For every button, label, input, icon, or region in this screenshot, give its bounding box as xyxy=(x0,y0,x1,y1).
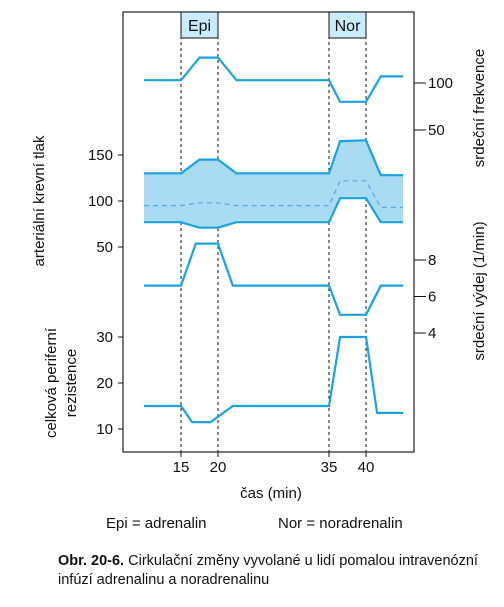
axis-label-0-0: srdeční frekvence xyxy=(471,49,488,167)
period-label-nor: Nor xyxy=(335,18,361,35)
period-label-epi: Epi xyxy=(188,18,211,35)
y-tick-label: 20 xyxy=(96,375,113,392)
x-tick-label: 20 xyxy=(210,459,227,476)
y-tick-label: 150 xyxy=(88,147,113,164)
x-axis-label: čas (min) xyxy=(240,485,302,502)
axis-label-2-0: srdeční výdej (1/min) xyxy=(471,221,488,360)
chart-figure: Epi Nor 15 20 35 40 čas (min) 50 100 srdeční frek… xyxy=(31,11,488,502)
diastolic-pressure-line xyxy=(144,197,403,229)
figure-caption: Obr. 20-6. Cirkulační změny vyvolané u l… xyxy=(58,552,498,590)
x-tick-label: 35 xyxy=(321,459,338,476)
axis-label-3-0: celková periferní xyxy=(43,327,60,438)
legend-epi: Epi = adrenalin xyxy=(106,515,207,532)
period-box-nor xyxy=(328,11,367,39)
caption-text: Cirkulační změny vyvolané u lidí pomalou… xyxy=(58,553,478,588)
y-tick-label: 50 xyxy=(428,122,445,139)
y-tick-label: 8 xyxy=(428,252,436,269)
systolic-pressure-line xyxy=(144,139,403,177)
mean-pressure-line xyxy=(144,180,403,208)
series-line-2 xyxy=(144,242,403,316)
y-tick-label: 10 xyxy=(96,421,113,438)
plot-frame xyxy=(122,11,415,453)
x-tick-label: 40 xyxy=(358,459,375,476)
y-tick-label: 50 xyxy=(96,239,113,256)
y-tick-label: 30 xyxy=(96,329,113,346)
legend-nor: Nor = noradrenalin xyxy=(278,515,403,532)
x-tick-label: 15 xyxy=(173,459,190,476)
axis-label-3-1: rezistence xyxy=(63,349,80,417)
series-line-3 xyxy=(144,335,403,424)
y-tick-label: 100 xyxy=(88,193,113,210)
pressure-band xyxy=(144,140,403,228)
caption-label: Obr. 20-6. xyxy=(58,553,125,569)
series-line-0 xyxy=(144,56,403,103)
y-tick-label: 6 xyxy=(428,289,436,306)
y-tick-label: 100 xyxy=(428,75,453,92)
axis-label-1-0: arteriální krevní tlak xyxy=(31,135,48,266)
period-box-epi xyxy=(180,11,219,39)
y-tick-label: 4 xyxy=(428,325,436,342)
